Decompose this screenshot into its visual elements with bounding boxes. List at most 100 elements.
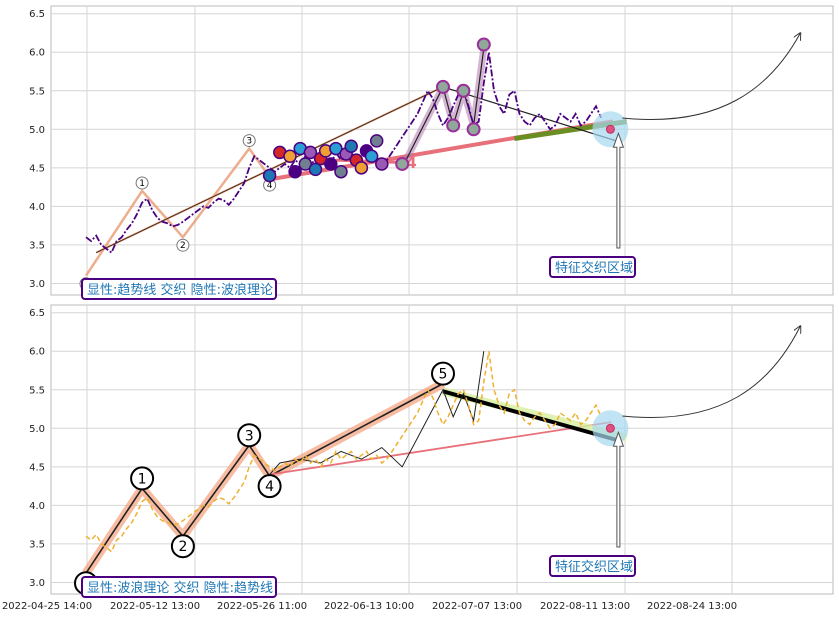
bottom-panel-zone	[592, 326, 800, 548]
projection-arrow	[622, 326, 800, 418]
bottom-panel-frame	[50, 304, 834, 595]
wave-marker: 1	[130, 466, 155, 491]
swing-marker	[456, 83, 471, 98]
wave-marker: 1	[135, 176, 149, 190]
y-tick-label: 6.5	[29, 9, 45, 20]
cluster-text: 4	[406, 154, 416, 172]
cluster-marker	[283, 149, 297, 164]
wave-marker-label: 4	[267, 181, 273, 191]
wave-marker-label: 4	[265, 479, 274, 495]
trend-line-black	[442, 86, 617, 142]
y-tick-label: 4.5	[29, 462, 45, 473]
wave-marker-circle	[431, 361, 455, 386]
wave-marker-circle	[135, 176, 149, 190]
wave-marker: 2	[176, 238, 190, 252]
x-tick-label: 2022-05-26 11:00	[217, 601, 307, 612]
swing-marker	[446, 118, 461, 133]
cluster-marker	[303, 145, 318, 160]
bottom-panel-label-box: 显性:波浪理论 交织 隐性:趋势线	[81, 576, 277, 598]
wave-marker-circle	[176, 238, 190, 252]
swing-marker	[395, 156, 410, 171]
wave-marker: 2	[170, 534, 195, 559]
cluster-marker	[308, 162, 323, 177]
x-tick-label: 2022-06-13 10:00	[324, 601, 414, 612]
bottom-panel: 3.03.54.04.55.05.56.06.5 012345 显性:波浪理论 …	[29, 304, 834, 598]
x-tick-label: 2022-04-25 14:00	[2, 601, 92, 612]
wave-marker: 3	[242, 134, 256, 148]
y-tick-label: 5.0	[29, 424, 45, 435]
wave-marker-circle	[237, 423, 262, 448]
projection-arrow	[622, 33, 800, 120]
swing-band-core	[401, 48, 485, 169]
cluster-marker	[354, 161, 369, 175]
top-panel-y-ticks: 3.0 3.5 4.0 4.5 5.0 5.5 6.0 6.5	[29, 9, 45, 290]
swing-marker	[466, 122, 481, 137]
wave-marker-label: 5	[439, 367, 448, 383]
top-panel-zone-label: 特征交织区域	[555, 260, 633, 276]
top-panel-label: 显性:趋势线 交织 隐性:波浪理论	[87, 282, 273, 298]
wave-marker: 4	[257, 474, 282, 499]
wave-marker-circle	[130, 466, 155, 491]
wave-marker-label: 2	[178, 539, 187, 555]
y-tick-label: 3.5	[29, 240, 45, 251]
wave-marker-circle	[170, 534, 195, 559]
wave-marker-circle	[257, 474, 282, 499]
wave-marker: 5	[431, 361, 455, 386]
y-tick-label: 3.5	[29, 539, 45, 550]
trend-line-black	[442, 389, 617, 442]
bottom-panel-zone-label-box: 特征交织区域	[549, 555, 636, 577]
wave-marker-circle	[242, 134, 256, 148]
top-panel: 3.03.54.04.55.05.56.06.5 4 01234 显性:趋势线 …	[29, 5, 834, 300]
x-tick-label: 2022-08-24 13:00	[647, 601, 737, 612]
top-panel-zone	[592, 33, 800, 249]
trend-line-lower	[269, 421, 612, 476]
y-tick-label: 5.5	[29, 86, 45, 97]
bottom-panel-label: 显性:波浪理论 交织 隐性:趋势线	[87, 580, 273, 596]
cluster-marker	[298, 157, 313, 171]
y-tick-label: 5.5	[29, 385, 45, 396]
zone-center	[605, 124, 615, 134]
wave-detail	[269, 351, 485, 475]
y-tick-label: 4.0	[29, 501, 45, 512]
bottom-panel-zone-label: 特征交织区域	[555, 559, 633, 575]
x-tick-label: 2022-08-11 13:00	[540, 601, 630, 612]
y-tick-label: 5.0	[29, 125, 45, 136]
top-panel-zone-label-box: 特征交织区域	[549, 256, 636, 278]
cluster-marker	[324, 157, 338, 171]
cluster-marker	[369, 134, 384, 148]
bottom-panel-price-line	[85, 351, 602, 553]
y-tick-label: 3.0	[29, 279, 45, 290]
zone-center	[605, 423, 615, 433]
y-tick-label: 3.0	[29, 578, 45, 589]
cluster-marker	[364, 149, 379, 164]
cluster-marker	[344, 139, 358, 154]
wave-marker-label: 1	[138, 471, 147, 487]
cluster-marker	[375, 157, 389, 171]
price-line	[85, 351, 602, 553]
cluster-marker	[262, 168, 277, 183]
wave-path	[85, 382, 444, 574]
cluster-marker	[329, 141, 343, 156]
swing-marker	[436, 79, 450, 94]
cluster-marker	[334, 164, 348, 179]
x-tick-label: 2022-05-12 13:00	[110, 601, 200, 612]
wave-marker-label: 2	[180, 241, 186, 251]
wave-marker-label: 3	[245, 428, 254, 444]
x-tick-label: 2022-07-07 13:00	[432, 601, 522, 612]
top-panel-wave-markers: 01234	[79, 37, 491, 291]
y-tick-label: 4.5	[29, 163, 45, 174]
wave-marker-label: 1	[139, 179, 145, 189]
cluster-marker	[288, 164, 302, 179]
y-tick-label: 6.0	[29, 48, 45, 59]
bottom-panel-y-ticks: 3.0 3.5 4.0 4.5 5.0 5.5 6.0 6.5	[29, 308, 45, 589]
wave-path	[84, 146, 271, 277]
swing-marker	[476, 37, 491, 52]
zone-pointer-arrow	[612, 430, 625, 548]
zone-pointer-arrow	[612, 131, 625, 249]
y-tick-label: 6.0	[29, 347, 45, 358]
y-tick-label: 6.5	[29, 308, 45, 319]
y-tick-label: 4.0	[29, 202, 45, 213]
wave-marker-label: 3	[246, 137, 252, 147]
wave-marker: 3	[237, 423, 262, 448]
